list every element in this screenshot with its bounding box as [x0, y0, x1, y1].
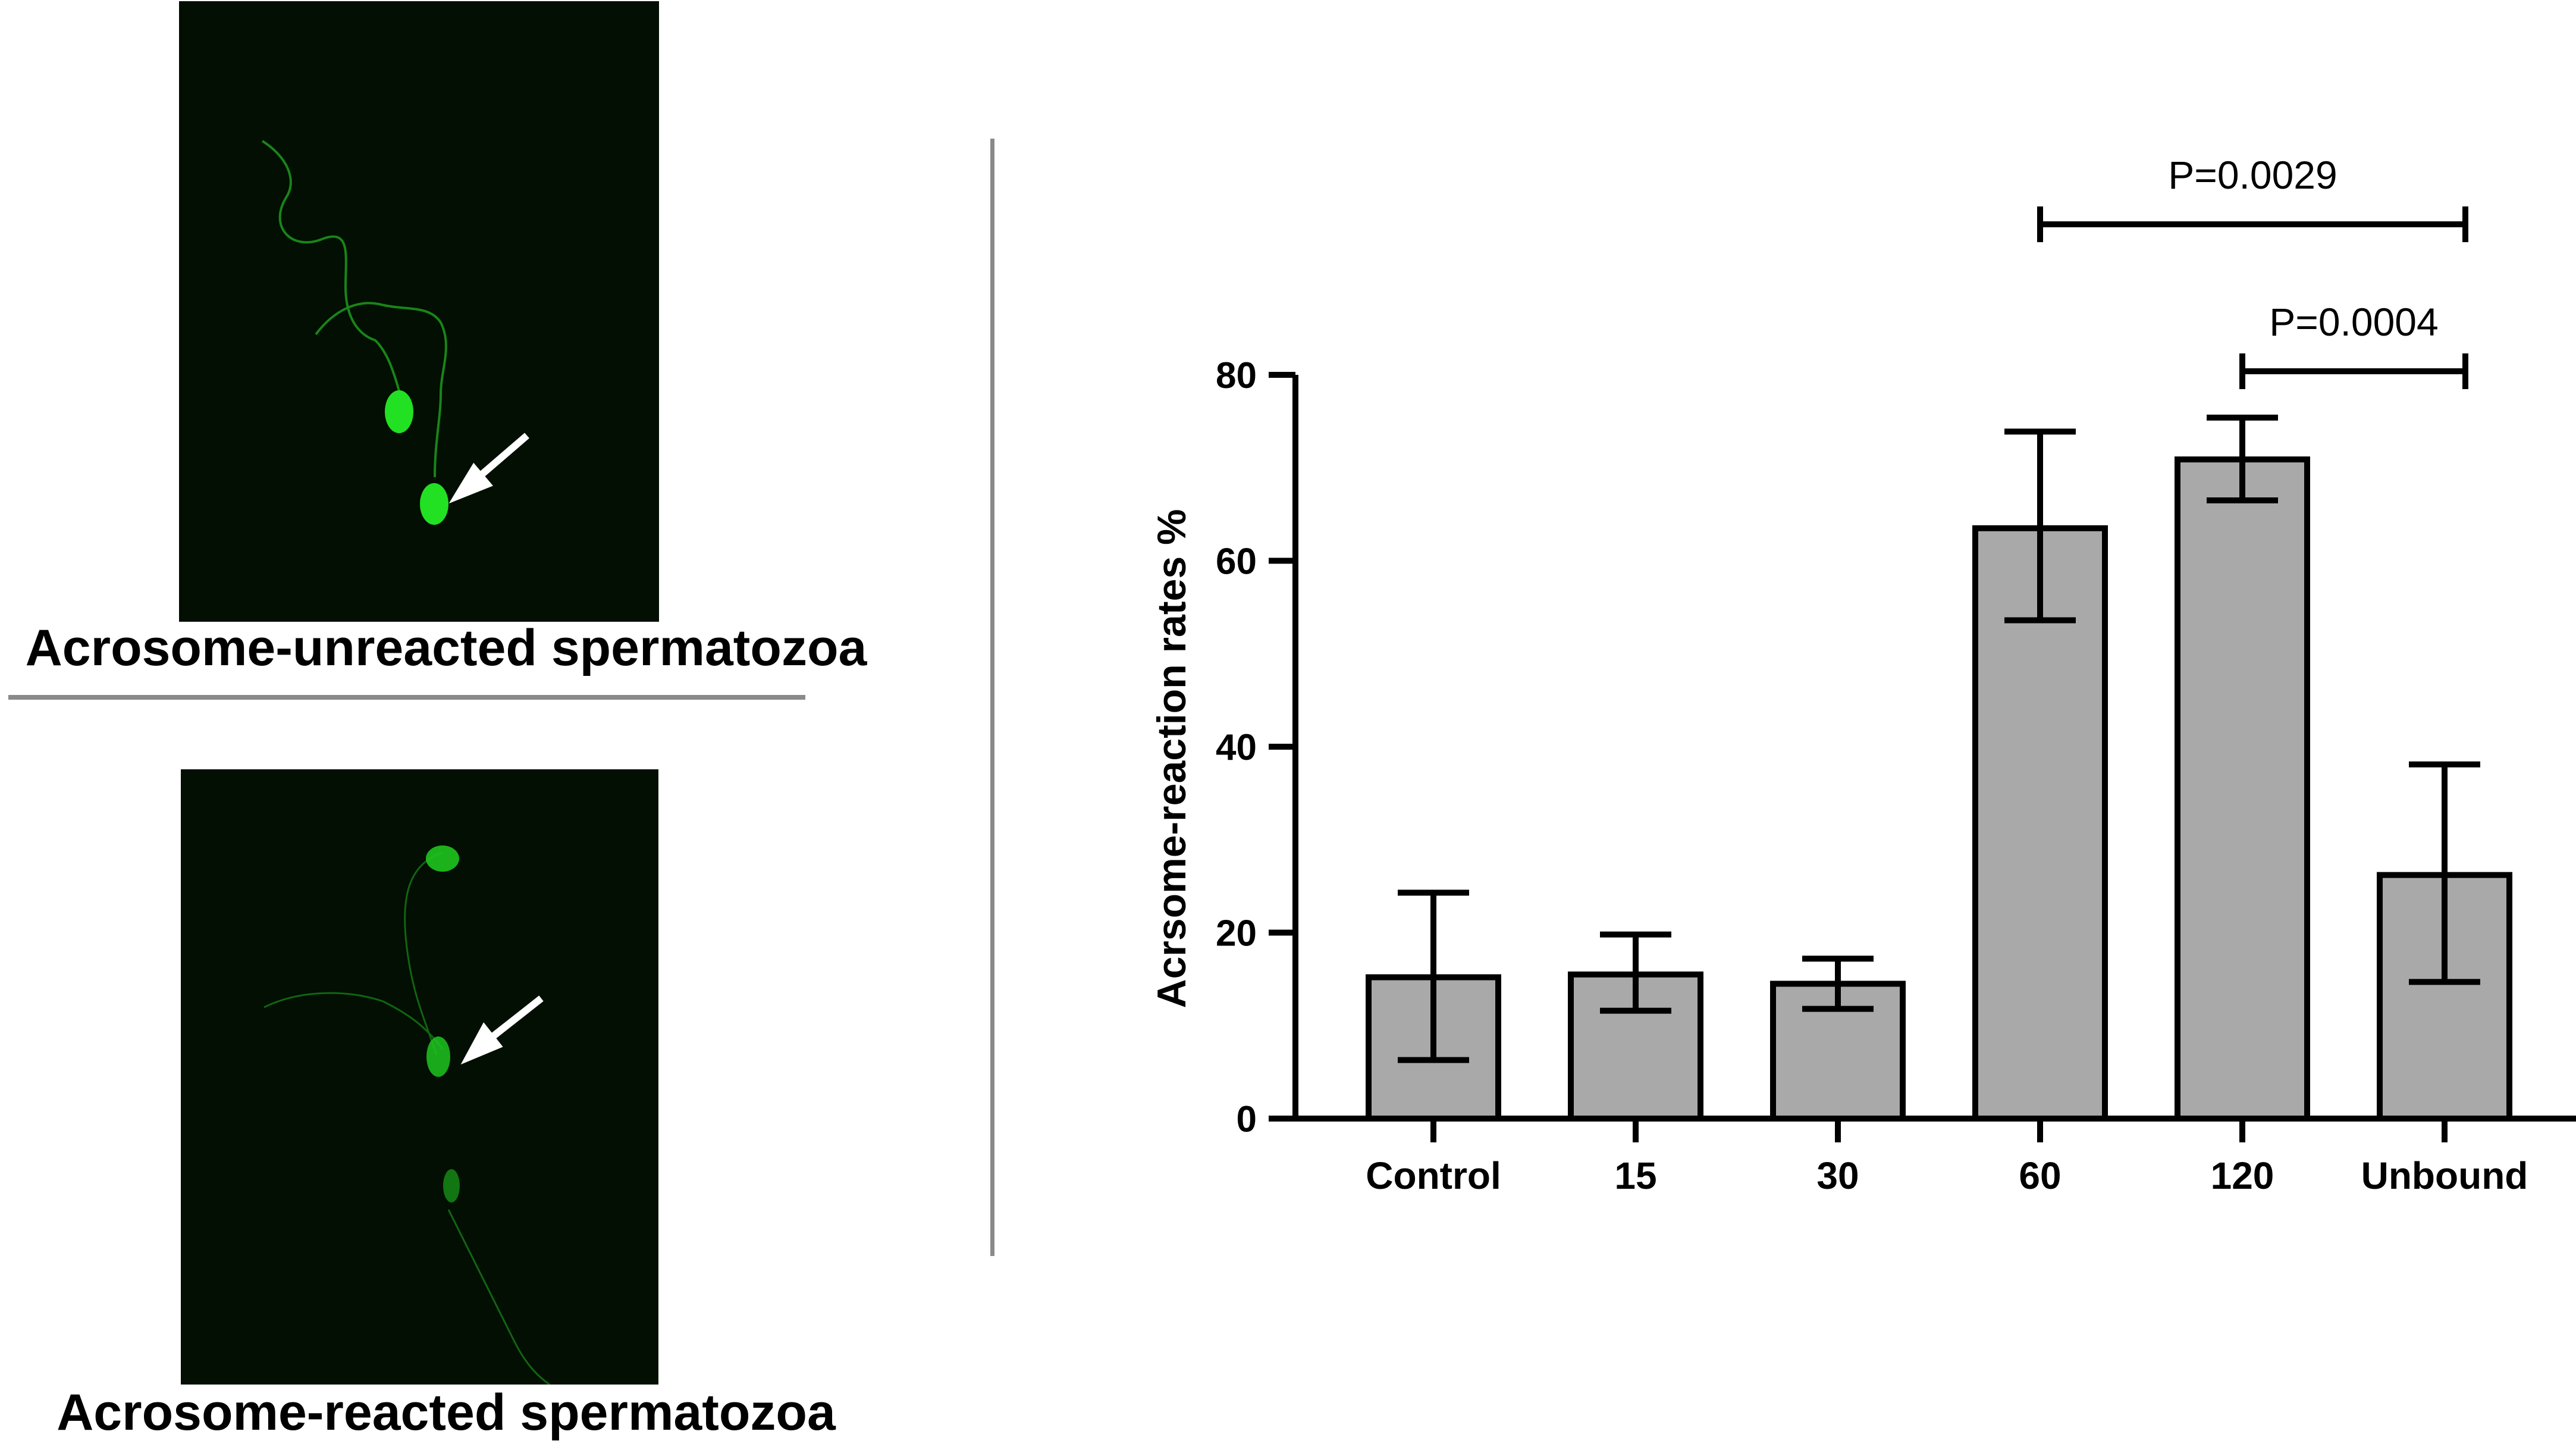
sperm-tail-2 [315, 302, 447, 478]
sperm-tail-1 [261, 140, 400, 391]
sperm-tail-3 [447, 1209, 550, 1385]
acrosome-reaction-bar-chart: 0 20 40 60 80 Acrsome-reaction rates % Control… [1094, 107, 2576, 1238]
chart-svg: 0 20 40 60 80 Acrsome-reaction rates % Control… [1149, 153, 2576, 1197]
bottom-image-caption: Acrosome-reacted spermatozoa [57, 1384, 836, 1441]
top-image-caption: Acrosome-unreacted spermatozoa [25, 619, 867, 676]
reacted-sperm-micrograph [263, 845, 550, 1385]
arrow-icon [448, 433, 529, 504]
sperm-tail-1 [404, 851, 443, 1056]
x-tick-label: 60 [2019, 1154, 2061, 1197]
x-tick-label: 30 [1816, 1154, 1859, 1197]
vertical-divider [990, 139, 994, 1256]
arrow-icon [460, 995, 544, 1065]
sperm-head-1 [426, 845, 459, 872]
y-tick-label: 80 [1216, 355, 1257, 396]
acrosome-reacted-image [181, 769, 658, 1385]
x-tick-label: Control [1366, 1154, 1501, 1197]
bar [2175, 456, 2310, 1122]
y-tick-label: 20 [1216, 913, 1257, 954]
y-tick-label: 60 [1216, 541, 1257, 582]
y-axis-title: Acrsome-reaction rates % [1149, 509, 1194, 1008]
bar [1972, 525, 2108, 1122]
sperm-head-2 [426, 1036, 450, 1077]
y-tick-label: 40 [1216, 727, 1257, 768]
horizontal-divider [8, 695, 805, 700]
sperm-head-3 [443, 1169, 460, 1202]
x-tick-label: Unbound [2361, 1154, 2528, 1197]
sperm-tail-2 [263, 992, 444, 1050]
unreacted-sperm-micrograph [261, 140, 529, 525]
sperm-head-2 [420, 483, 448, 525]
x-tick-label: 120 [2211, 1154, 2274, 1197]
x-tick-label: 15 [1614, 1154, 1656, 1197]
y-tick-label: 0 [1237, 1099, 1257, 1140]
acrosome-unreacted-image [179, 1, 659, 622]
sperm-head-1 [385, 390, 413, 433]
p-value-label: P=0.0004 [2269, 300, 2438, 344]
p-value-label: P=0.0029 [2168, 153, 2337, 197]
